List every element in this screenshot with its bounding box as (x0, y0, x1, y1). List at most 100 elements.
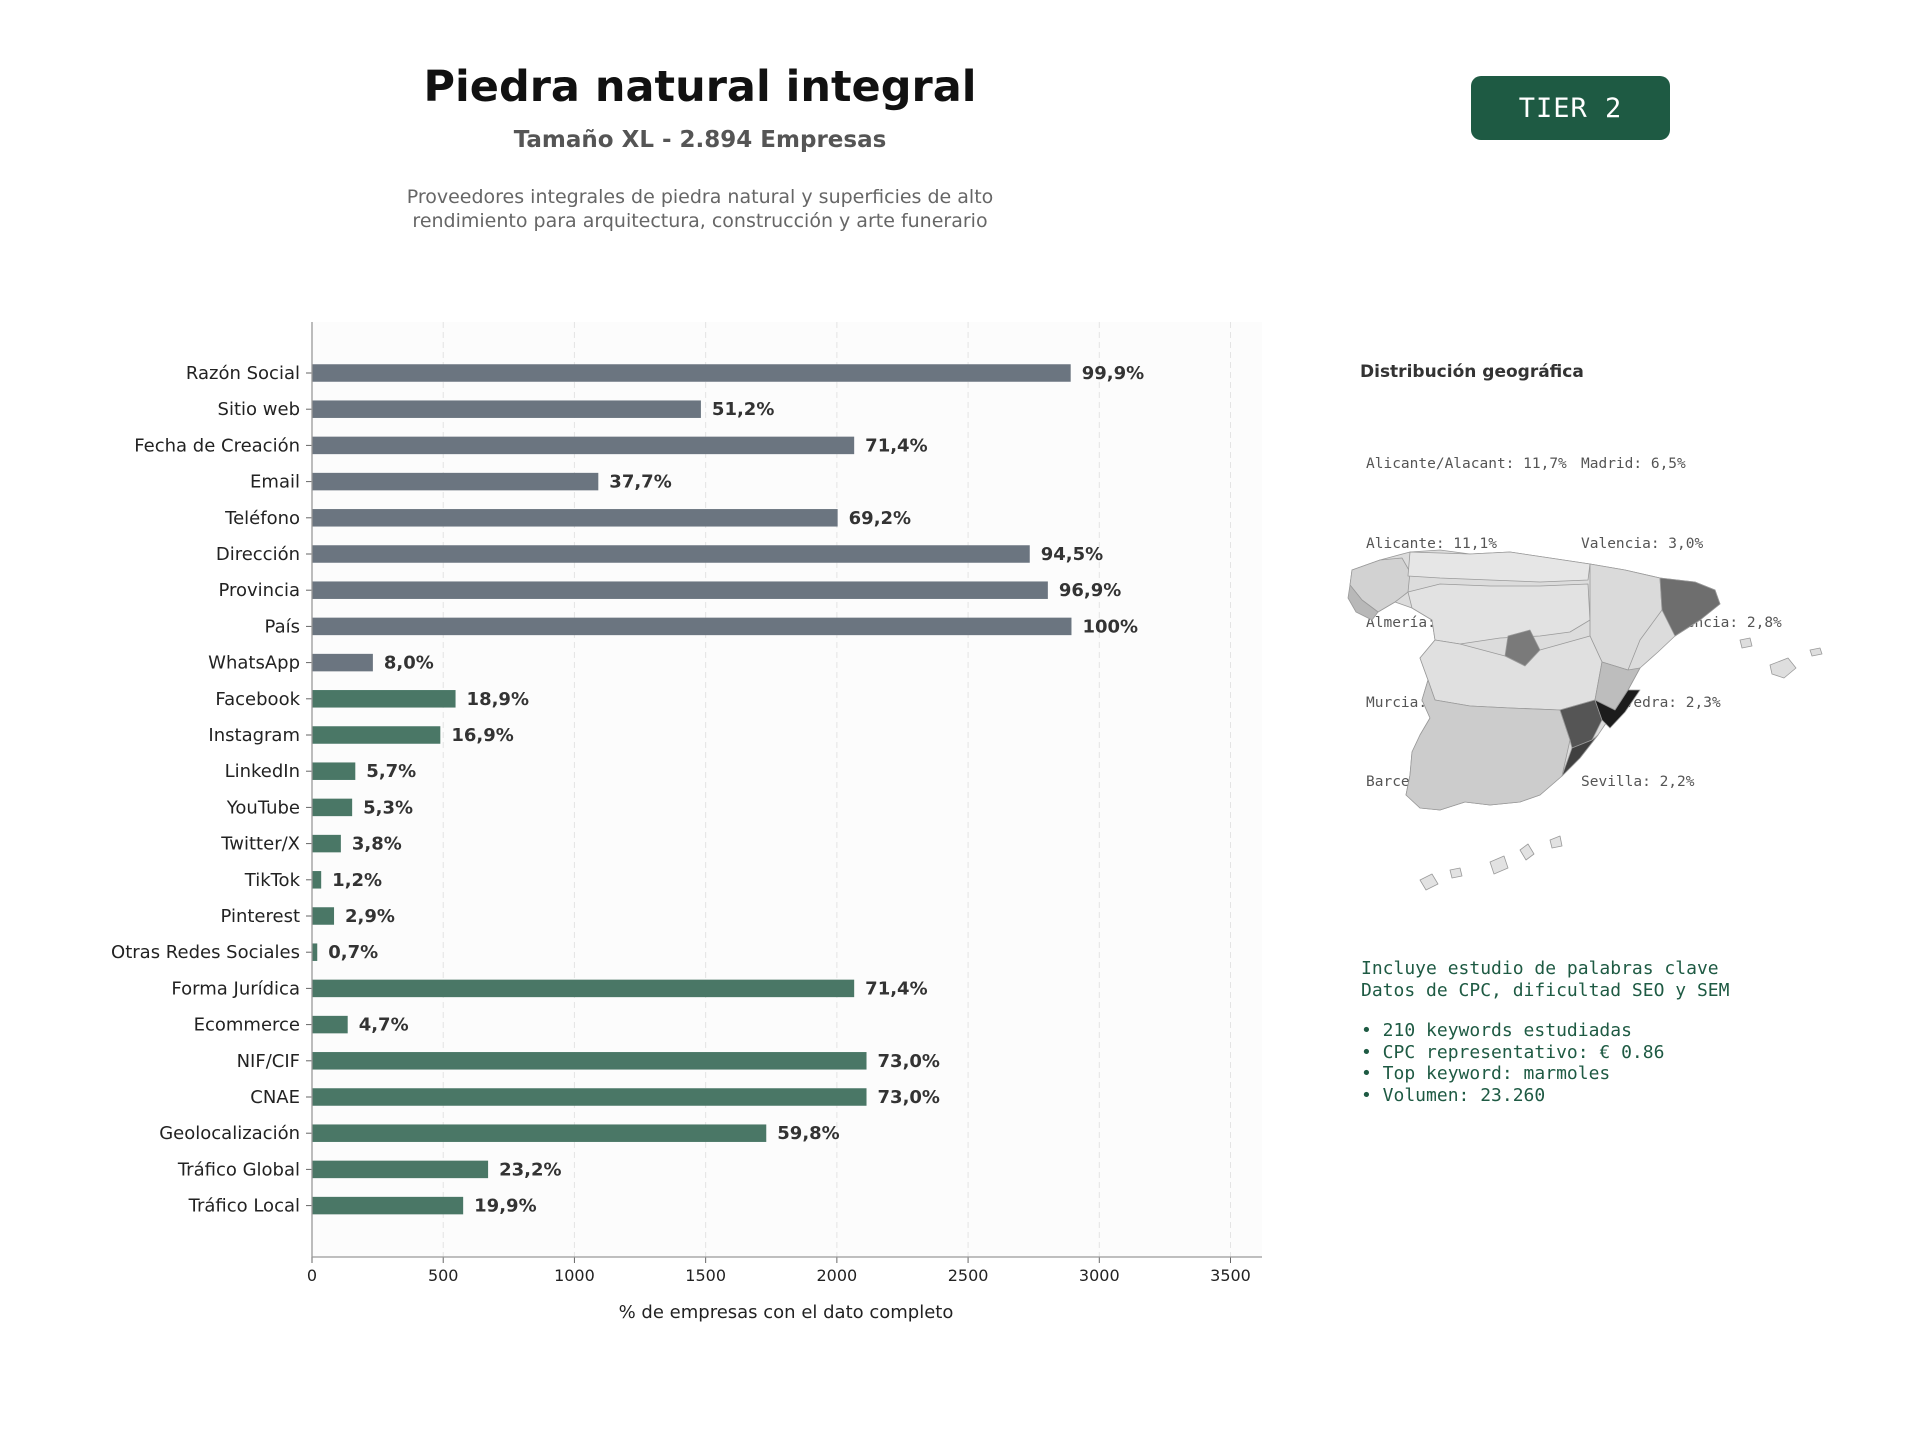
y-tick-label: Instagram (208, 725, 300, 746)
y-tick-label: Sitio web (218, 399, 300, 420)
x-tick-label: 1500 (685, 1266, 726, 1285)
y-tick-label: Geolocalización (159, 1123, 300, 1144)
y-tick-label: Forma Jurídica (171, 978, 300, 999)
bar (312, 798, 353, 817)
bar-value-label: 37,7% (609, 472, 671, 493)
keywords-info: Incluye estudio de palabras clave Datos … (1361, 958, 1729, 1106)
keywords-bullet: • 210 keywords estudiadas (1361, 1020, 1632, 1041)
geo-item: Valencia: 3,0% (1581, 535, 1704, 552)
description-line-2: rendimiento para arquitectura, construcc… (412, 210, 988, 232)
geo-item: Alicante: 11,1% (1366, 535, 1497, 552)
geo-item: Sevilla: 2,2% (1581, 774, 1695, 790)
bar-value-label: 0,7% (328, 942, 378, 963)
bar (312, 907, 335, 925)
y-tick-label: LinkedIn (225, 761, 300, 782)
y-tick-label: Dirección (216, 544, 300, 565)
y-tick-label: Fecha de Creación (134, 435, 300, 456)
bar (312, 1015, 348, 1034)
keywords-line-2: Datos de CPC, dificultad SEO y SEM (1361, 979, 1730, 1001)
keywords-bullet: • Volumen: 23.260 (1361, 1084, 1546, 1106)
page-description: Proveedores integrales de piedra natural… (0, 185, 1400, 233)
geo-item: Alicante/Alacant: 11,7% (1366, 456, 1567, 472)
pontevedra-region (1347, 584, 1379, 621)
geo-item: Madrid: 6,5% (1581, 456, 1686, 472)
almeria-region (1561, 734, 1599, 777)
bar-value-label: 73,0% (878, 1051, 940, 1072)
y-tick-label: Tráfico Global (177, 1159, 300, 1180)
bar-value-label: 19,9% (474, 1196, 536, 1217)
bar (312, 1196, 464, 1215)
baleares-islands (1739, 637, 1823, 679)
bar-value-label: 51,2% (712, 399, 774, 420)
alicante-region (1594, 689, 1641, 729)
y-tick-label: País (265, 616, 300, 637)
bar (312, 1088, 867, 1106)
y-tick-label: Tráfico Local (188, 1196, 300, 1217)
bar-value-label: 96,9% (1059, 580, 1121, 601)
keywords-line-1: Incluye estudio de palabras clave (1361, 958, 1719, 979)
x-axis-label: % de empresas con el dato completo (619, 1302, 954, 1323)
x-tick-label: 0 (307, 1266, 317, 1285)
x-tick-label: 500 (428, 1266, 459, 1285)
bar (312, 509, 838, 527)
bar-value-label: 69,2% (849, 508, 911, 529)
bar-value-label: 2,9% (345, 906, 395, 927)
extremadura-andalucia-region (1405, 679, 1571, 811)
castilla-region (1407, 583, 1591, 645)
completeness-bar-chart: 99,9% 51,2% 71,4% 37,7% 69,2% 94,5% 96,9% 100% 8… (111, 322, 1262, 1323)
bar (312, 653, 373, 672)
bar (312, 943, 318, 961)
spain-choropleth-map (1347, 549, 1823, 891)
bar (312, 436, 855, 455)
bar (312, 1160, 489, 1179)
bar-value-label: 16,9% (451, 725, 513, 746)
y-tick-label: Email (250, 472, 300, 493)
bar (312, 1052, 867, 1070)
y-tick-label: Teléfono (224, 508, 300, 529)
y-tick-label: Pinterest (220, 906, 300, 927)
bar (312, 979, 855, 998)
bar (312, 762, 356, 780)
y-tick-label: TikTok (244, 870, 301, 891)
bar-value-label: 8,0% (384, 653, 434, 674)
page-title: Piedra natural integral (423, 62, 977, 112)
bar-value-label: 23,2% (499, 1159, 561, 1180)
y-tick-labels-group: Razón Social Sitio web Fecha de Creación Em… (111, 363, 312, 1217)
bar-value-label: 5,3% (363, 797, 413, 818)
bar (312, 690, 456, 708)
bar (312, 726, 441, 744)
geo-title: Distribución geográfica (1360, 362, 1584, 382)
x-tick-label: 2000 (817, 1266, 858, 1285)
barcelona-region (1659, 577, 1721, 637)
valencia-region (1594, 661, 1641, 711)
bar (312, 400, 701, 418)
canarias-islands (1419, 835, 1563, 891)
y-tick-label: WhatsApp (208, 653, 300, 674)
y-tick-label: CNAE (250, 1087, 300, 1108)
x-tick-label: 1000 (554, 1266, 595, 1285)
cantabrian-region (1407, 551, 1591, 583)
bar-labels-group: 99,9% 51,2% 71,4% 37,7% 69,2% 94,5% 96,9% 100% 8… (328, 363, 1144, 1217)
bar-value-label: 71,4% (865, 435, 927, 456)
page-subtitle: Tamaño XL - 2.894 Empresas (513, 127, 887, 153)
x-tick-label: 3000 (1079, 1266, 1120, 1285)
bar (312, 617, 1072, 636)
bar (312, 834, 341, 853)
bar-value-label: 99,9% (1082, 363, 1144, 384)
tier-badge: TIER 2 (1471, 76, 1670, 140)
bar-value-label: 1,2% (332, 870, 382, 891)
y-tick-label: Provincia (218, 580, 300, 601)
y-tick-label: Twitter/X (220, 834, 300, 855)
bar-value-label: 73,0% (878, 1087, 940, 1108)
bar (312, 364, 1071, 382)
keywords-bullet: • CPC representativo: € 0.86 (1361, 1041, 1665, 1063)
bar (312, 472, 599, 491)
bar-value-label: 100% (1082, 616, 1138, 637)
bar-value-label: 5,7% (366, 761, 416, 782)
bar-value-label: 3,8% (352, 834, 402, 855)
bar-value-label: 4,7% (359, 1015, 409, 1036)
bars-group (312, 364, 1072, 1215)
keywords-bullet: • Top keyword: marmoles (1361, 1063, 1611, 1084)
bar-value-label: 59,8% (777, 1123, 839, 1144)
x-tick-label: 2500 (948, 1266, 989, 1285)
